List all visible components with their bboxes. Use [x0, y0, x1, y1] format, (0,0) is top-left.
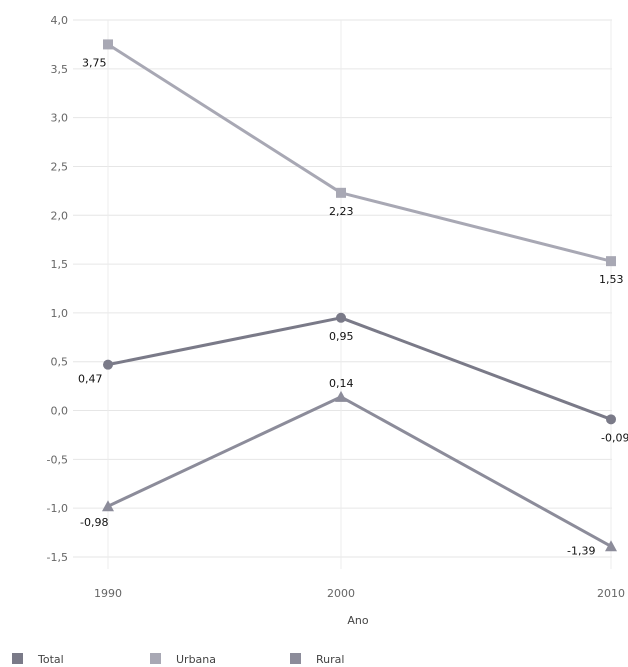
- data-label: 0,14: [329, 377, 354, 390]
- data-label: -1,39: [567, 544, 595, 557]
- legend: Total Urbana Rural: [12, 653, 344, 666]
- series-group: 0,47 0,95 -0,09 3,75 2,23 1,53 -0,98 0,14 -1,39: [78, 39, 628, 557]
- data-label: 1,53: [599, 273, 624, 286]
- data-point-marker: [336, 187, 346, 198]
- y-tick-label: 0,0: [51, 405, 69, 418]
- legend-swatch: [150, 653, 161, 664]
- legend-label: Total: [37, 653, 64, 666]
- data-label: 3,75: [82, 56, 107, 69]
- data-label: -0,98: [80, 516, 108, 529]
- y-tick-label: 1,0: [51, 307, 69, 320]
- series-urbana: 3,75 2,23 1,53: [82, 39, 624, 286]
- series-line: [107, 316, 612, 421]
- x-axis-ticks: 1990 2000 2010: [94, 587, 625, 600]
- series-line: [107, 43, 612, 263]
- series-line: [107, 395, 612, 548]
- series-total: 0,47 0,95 -0,09: [78, 312, 628, 444]
- data-label: 0,47: [78, 373, 103, 386]
- y-tick-label: 4,0: [51, 14, 69, 27]
- y-tick-label: 1,5: [51, 258, 69, 271]
- gridlines: [73, 19, 612, 569]
- data-point-marker: [335, 390, 347, 402]
- data-label: 2,23: [329, 205, 354, 218]
- y-tick-label: -0,5: [47, 453, 68, 466]
- legend-label: Rural: [316, 653, 344, 666]
- legend-swatch: [290, 653, 301, 664]
- data-point-marker: [605, 540, 617, 552]
- data-point-marker: [606, 256, 616, 267]
- y-tick-label: 2,5: [51, 160, 69, 173]
- y-tick-label: -1,0: [47, 502, 68, 515]
- data-label: -0,09: [601, 431, 628, 444]
- data-point-marker: [102, 500, 114, 512]
- legend-swatch: [12, 653, 23, 664]
- series-rural: -0,98 0,14 -1,39: [80, 377, 617, 557]
- y-tick-label: 3,0: [51, 112, 69, 125]
- data-point-marker: [103, 39, 113, 50]
- x-tick-label: 2000: [327, 587, 355, 600]
- y-tick-label: 2,0: [51, 209, 69, 222]
- y-tick-label: 3,5: [51, 63, 69, 76]
- legend-label: Urbana: [176, 653, 216, 666]
- y-tick-label: -1,5: [47, 551, 68, 564]
- y-tick-label: 0,5: [51, 356, 69, 369]
- x-axis-title: Ano: [347, 614, 368, 627]
- y-axis-ticks: 4,0 3,5 3,0 2,5 2,0 1,5 1,0 0,5 0,0 -0,5 -1,0 -1,5: [47, 14, 68, 564]
- data-label: 0,95: [329, 330, 354, 343]
- data-point-marker: [103, 359, 113, 370]
- data-point-marker: [336, 312, 346, 323]
- data-point-marker: [606, 414, 616, 425]
- x-tick-label: 1990: [94, 587, 122, 600]
- x-tick-label: 2010: [597, 587, 625, 600]
